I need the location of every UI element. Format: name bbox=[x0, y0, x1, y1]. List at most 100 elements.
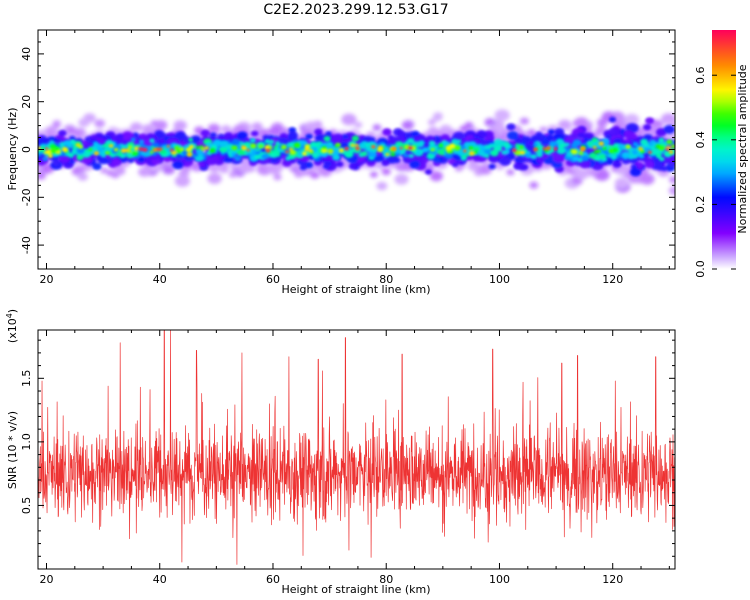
spectrogram-cell bbox=[624, 113, 640, 126]
spectrogram-cell bbox=[335, 144, 339, 148]
spectrogram-cell bbox=[228, 171, 237, 178]
spectrogram-cell bbox=[117, 133, 124, 139]
spectrogram-cell bbox=[578, 151, 584, 155]
spectrogram-cell bbox=[507, 131, 519, 141]
spectrogram-cell bbox=[612, 147, 619, 153]
spectrogram-cell bbox=[311, 152, 319, 158]
spectrogram-y-ticks: -40 -20 0 20 40 bbox=[20, 29, 675, 270]
snr-x-label: Height of straight line (km) bbox=[281, 583, 430, 596]
spectrogram-cell bbox=[608, 127, 621, 137]
spectrogram-cell bbox=[323, 160, 332, 167]
spectrogram-cell bbox=[553, 153, 565, 163]
spectrogram-cell bbox=[453, 150, 459, 155]
spectrogram-cell bbox=[616, 154, 623, 159]
spectrogram-cell bbox=[178, 168, 190, 178]
spectrogram-cell bbox=[539, 126, 548, 133]
spectrogram-cell bbox=[354, 144, 359, 147]
y-tick-label: 1.5 bbox=[20, 370, 33, 388]
spectrogram-cell bbox=[459, 125, 470, 133]
spectrogram-cell bbox=[547, 129, 555, 135]
spectrogram-cell bbox=[429, 171, 443, 182]
spectrogram-cell bbox=[219, 146, 228, 153]
spectrogram-cell bbox=[138, 167, 151, 177]
spectrogram-cell bbox=[484, 148, 492, 155]
spectrogram-cell bbox=[169, 148, 174, 152]
spectrogram-cell bbox=[451, 162, 459, 168]
spectrogram-cell bbox=[205, 142, 213, 148]
spectrogram-cell bbox=[99, 167, 108, 174]
spectrogram-cell bbox=[661, 166, 668, 172]
spectrogram-cell bbox=[77, 172, 89, 181]
spectrogram-cell bbox=[163, 156, 172, 162]
spectrogram-cell bbox=[425, 169, 432, 175]
spectrogram-cell bbox=[403, 153, 409, 158]
spectrogram-cell bbox=[100, 151, 107, 156]
spectrogram-cell bbox=[90, 134, 98, 141]
spectrogram-cell bbox=[251, 122, 263, 131]
spectrogram-cell bbox=[127, 149, 132, 153]
spectrogram-cell bbox=[653, 149, 660, 155]
spectrogram-cell bbox=[484, 118, 497, 127]
spectrogram-cell bbox=[185, 147, 192, 153]
spectrogram-cell bbox=[587, 141, 593, 146]
spectrogram-cell bbox=[422, 147, 429, 153]
spectrogram-cell bbox=[658, 137, 665, 143]
spectrogram-cell bbox=[519, 150, 526, 155]
spectrogram-cell bbox=[38, 152, 43, 157]
spectrogram-cell bbox=[394, 173, 409, 185]
spectrogram-cell bbox=[108, 144, 114, 148]
figure-title: C2E2.2023.299.12.53.G17 bbox=[263, 2, 448, 18]
spectrogram-cell bbox=[188, 138, 194, 142]
spectrogram-cell bbox=[289, 149, 297, 155]
spectrogram-cell bbox=[381, 160, 390, 167]
spectrogram-cell bbox=[280, 145, 287, 150]
spectrogram-cell bbox=[588, 152, 598, 159]
x-tick-label: 120 bbox=[602, 573, 623, 586]
spectrogram-cell bbox=[327, 148, 334, 153]
spectrogram-cell bbox=[341, 113, 357, 126]
spectrogram-cell bbox=[536, 158, 545, 164]
spectrogram-cell bbox=[250, 143, 257, 149]
spectrogram-cell bbox=[269, 139, 275, 144]
spectrogram-cell bbox=[397, 130, 406, 136]
spectrogram-cell bbox=[209, 132, 217, 139]
spectrogram-cell bbox=[111, 158, 121, 166]
spectrogram-cell bbox=[304, 148, 309, 152]
spectrogram-cell bbox=[92, 162, 102, 171]
spectrogram-cell bbox=[208, 157, 218, 165]
spectrogram-cell bbox=[251, 130, 259, 137]
spectrogram-cell bbox=[385, 153, 390, 156]
spectrogram-cell bbox=[545, 134, 554, 141]
x-tick-label: 80 bbox=[379, 573, 393, 586]
spectrogram-cell bbox=[571, 149, 578, 155]
spectrogram-cell bbox=[399, 146, 403, 150]
spectrogram-cell bbox=[323, 136, 331, 142]
spectrogram-x-ticks: 20 40 60 80 100 120 bbox=[39, 30, 670, 286]
spectrogram-cell bbox=[302, 151, 307, 156]
spectrogram-cell bbox=[382, 128, 392, 136]
spectrogram-cell bbox=[612, 160, 622, 168]
spectrogram-cell bbox=[145, 151, 152, 156]
snr-x-ticks: 20 40 60 80 100 120 bbox=[39, 330, 670, 586]
spectrogram-cell bbox=[265, 148, 271, 153]
spectrogram-cell bbox=[376, 181, 388, 191]
spectrogram-cell bbox=[499, 156, 512, 166]
spectrogram-cell bbox=[427, 119, 436, 126]
spectrogram-cell bbox=[537, 135, 545, 142]
spectrogram-cell bbox=[48, 154, 53, 158]
spectrogram-cell bbox=[631, 149, 638, 155]
spectrogram-cell bbox=[78, 118, 90, 127]
spectrogram-cell bbox=[530, 154, 537, 160]
x-tick-label: 20 bbox=[39, 573, 53, 586]
spectrogram-cell bbox=[267, 165, 277, 173]
spectrogram-amplitude-layer bbox=[45, 145, 670, 154]
x-tick-label: 80 bbox=[379, 273, 393, 286]
spectrogram-cell bbox=[506, 123, 516, 131]
spectrogram-cell bbox=[666, 139, 673, 145]
spectrogram-cell bbox=[525, 153, 532, 159]
spectrogram-cell bbox=[348, 163, 358, 170]
spectrogram-cell bbox=[640, 173, 655, 185]
spectrogram-cell bbox=[258, 144, 264, 149]
spectrogram-cell bbox=[512, 148, 517, 153]
spectrogram-cell bbox=[221, 125, 232, 134]
